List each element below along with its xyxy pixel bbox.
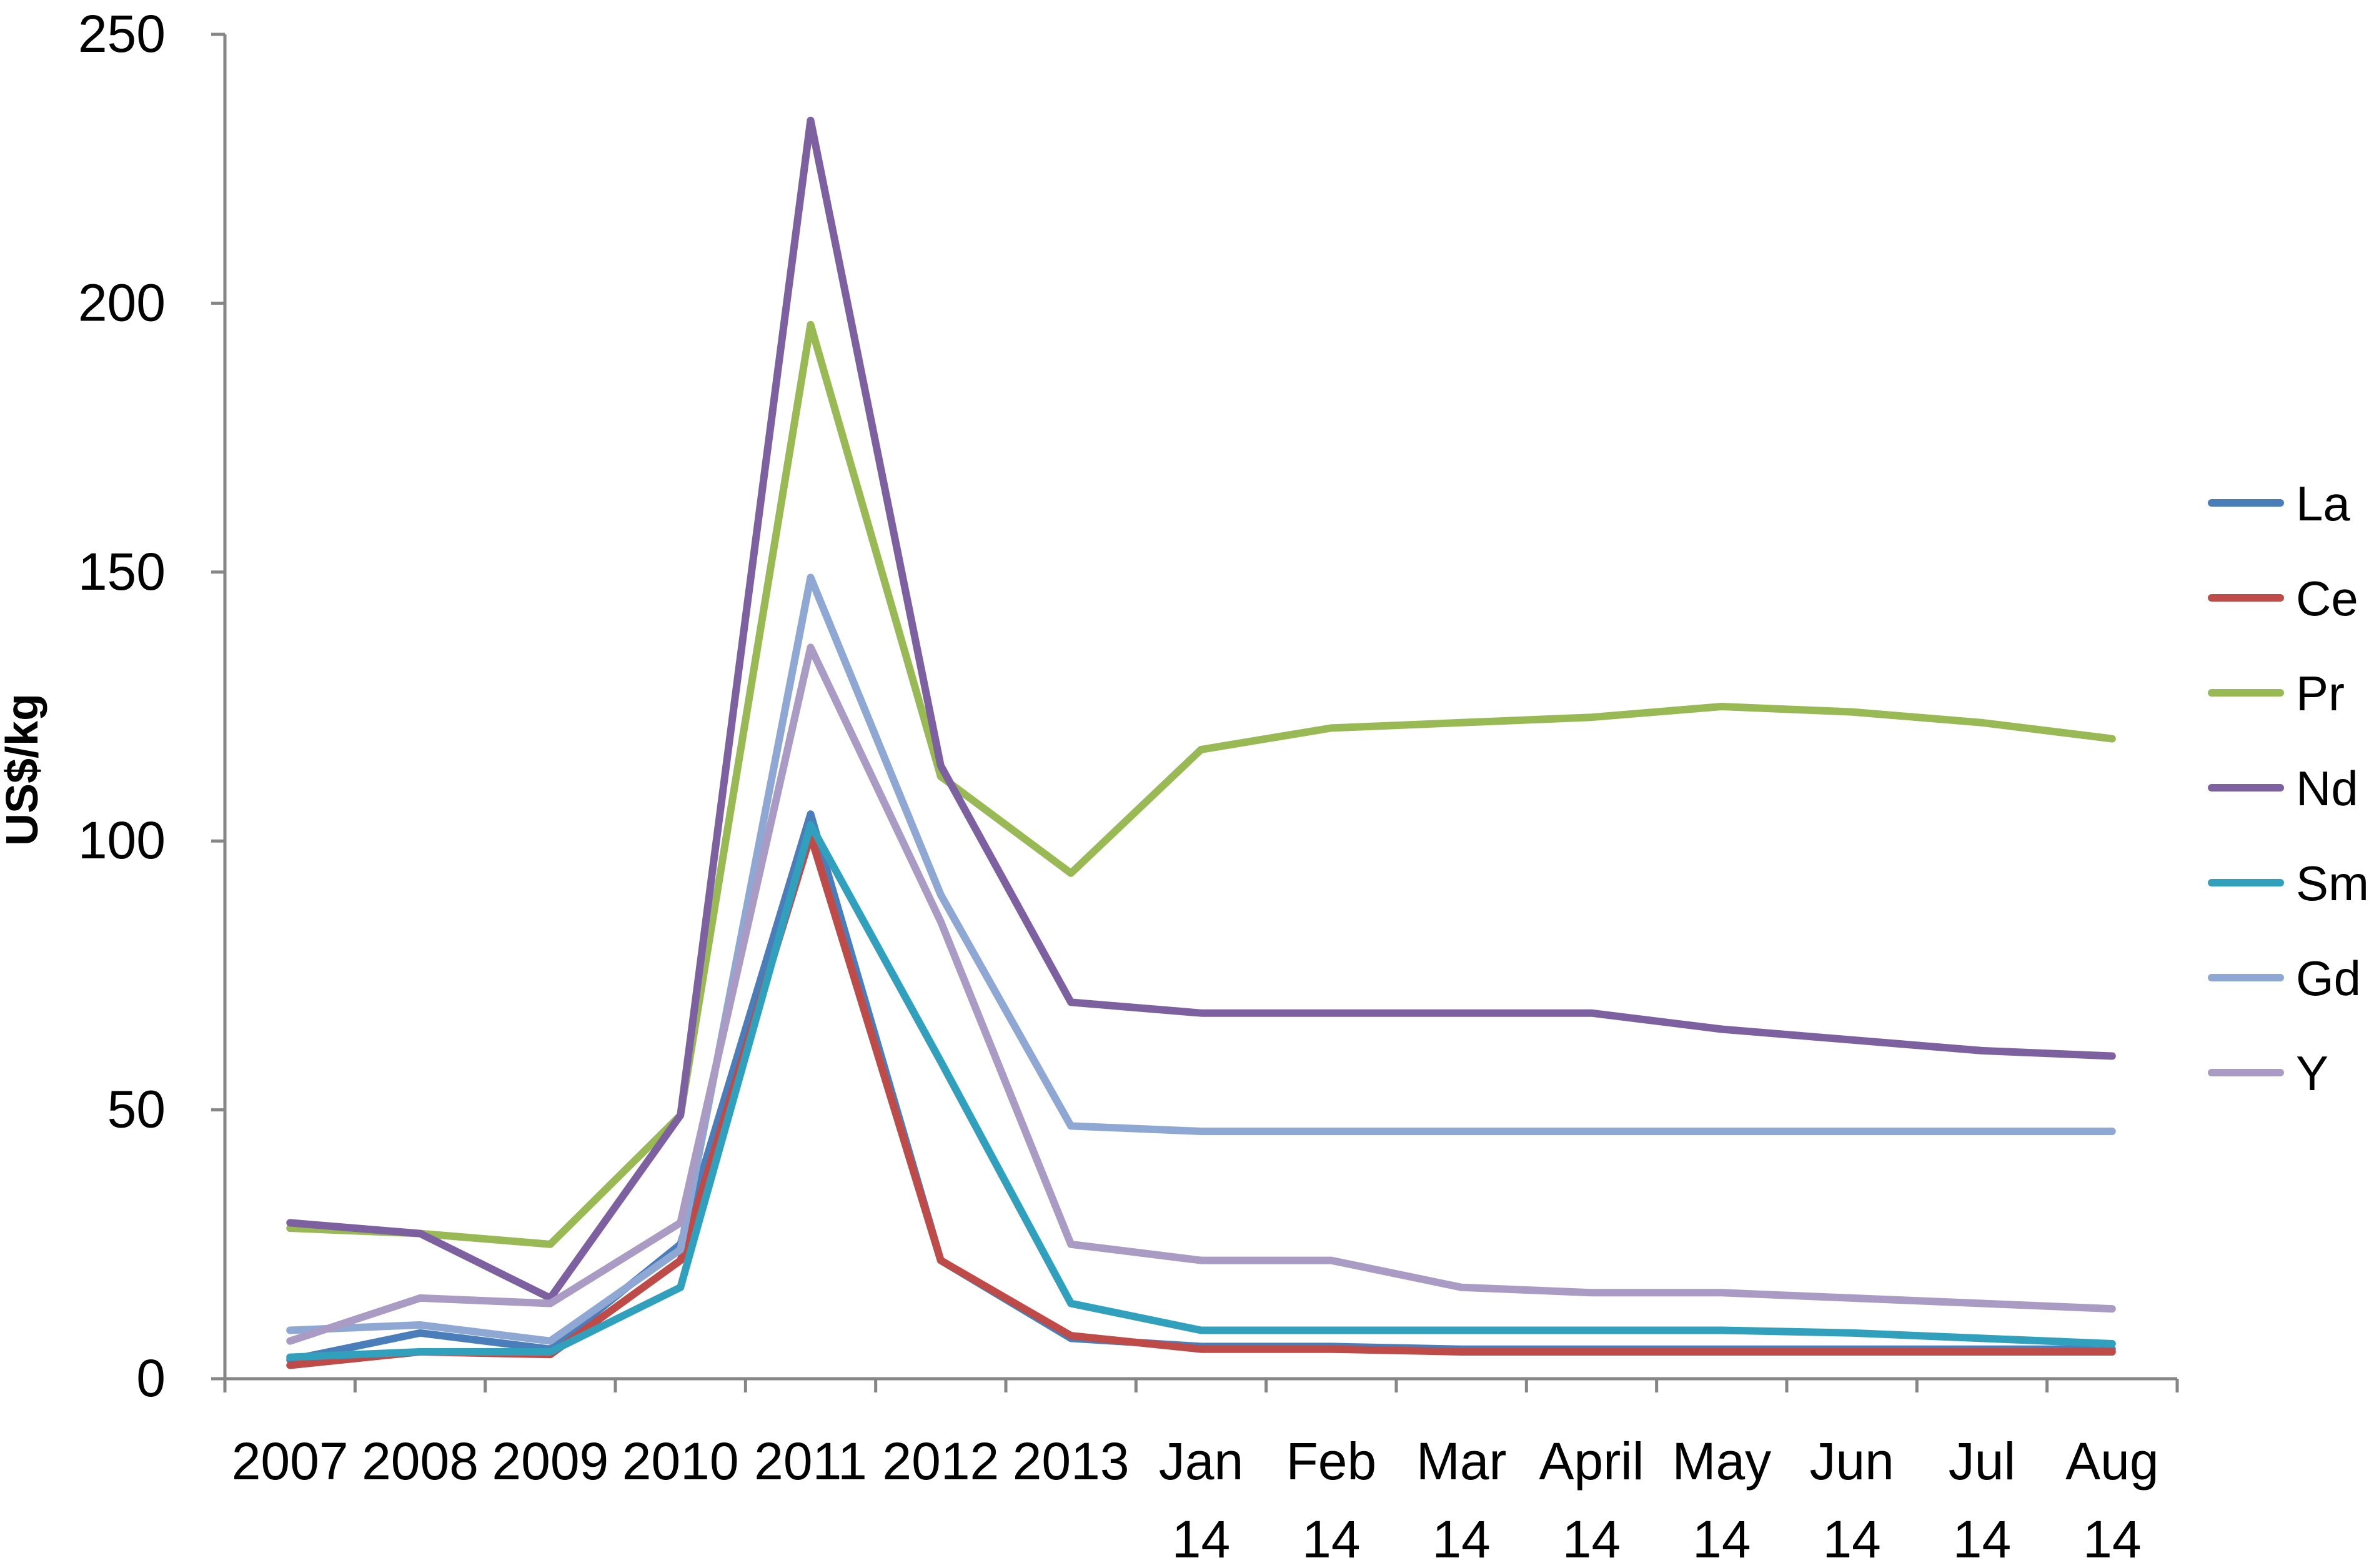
y-tick-label: 200: [78, 273, 166, 332]
legend-item-pr: Pr: [2208, 666, 2345, 721]
x-tick-label: 14: [1302, 1510, 1360, 1565]
x-tick-label: 2012: [882, 1432, 999, 1491]
x-tick-label: 14: [1172, 1510, 1230, 1565]
y-tick-label: 250: [78, 4, 166, 63]
y-tick-label: 0: [136, 1349, 166, 1407]
y-tick-label: 100: [78, 811, 166, 870]
series-layer: [286, 116, 2116, 1369]
series-line-gd: [286, 573, 2116, 1345]
y-axis-title: US$/kg: [0, 693, 47, 846]
y-tick-label: 150: [78, 542, 166, 601]
legend: La Ce Pr Nd Sm Gd Y: [2208, 476, 2369, 1101]
x-tick-label: 14: [1562, 1510, 1621, 1565]
legend-label: Y: [2296, 1046, 2328, 1101]
y-tick-label: 50: [107, 1080, 166, 1139]
x-tick-label: Mar: [1416, 1432, 1507, 1491]
x-tick-label: Jun: [1809, 1432, 1894, 1491]
x-tick-label: 2013: [1013, 1432, 1130, 1491]
x-tick-label: 2009: [492, 1432, 608, 1491]
x-tick-label: Jul: [1949, 1432, 2015, 1491]
series-line-pr: [286, 320, 2116, 1248]
legend-item-ce: Ce: [2208, 571, 2358, 626]
legend-label: La: [2296, 476, 2350, 531]
legend-label: Gd: [2296, 951, 2361, 1006]
legend-item-y: Y: [2208, 1046, 2328, 1101]
x-tick-label: 14: [1692, 1510, 1751, 1565]
x-tick-label: Aug: [2065, 1432, 2158, 1491]
series-line-ce: [286, 831, 2116, 1369]
legend-label: Nd: [2296, 761, 2358, 816]
x-tick-label: 2011: [754, 1432, 867, 1491]
x-tick-label: 14: [1953, 1510, 2011, 1565]
x-tick-label: 14: [1432, 1510, 1490, 1565]
legend-label: Sm: [2296, 856, 2369, 911]
series-line-y: [286, 643, 2116, 1345]
x-tick-label: 14: [2083, 1510, 2141, 1565]
legend-label: Ce: [2296, 571, 2358, 626]
x-tick-label: May: [1672, 1432, 1771, 1491]
x-tick-label: April: [1539, 1432, 1644, 1491]
legend-item-la: La: [2208, 476, 2350, 531]
x-tick-label: Feb: [1286, 1432, 1376, 1491]
legend-label: Pr: [2296, 666, 2345, 721]
x-tick-label: 14: [1822, 1510, 1880, 1565]
x-tick-label: 2007: [232, 1432, 349, 1491]
x-tick-label: 2008: [362, 1432, 479, 1491]
x-tick-label: 2010: [622, 1432, 739, 1491]
series-line-sm: [286, 821, 2116, 1361]
legend-item-gd: Gd: [2208, 951, 2361, 1006]
axes-layer: 0 50 100 150 200 250 2007 2008 2009 2010 2011 2012 2…: [78, 4, 2179, 1568]
x-tick-label: Jan: [1159, 1432, 1243, 1491]
legend-item-sm: Sm: [2208, 856, 2369, 911]
series-line-nd: [286, 116, 2116, 1302]
legend-item-nd: Nd: [2208, 761, 2358, 816]
